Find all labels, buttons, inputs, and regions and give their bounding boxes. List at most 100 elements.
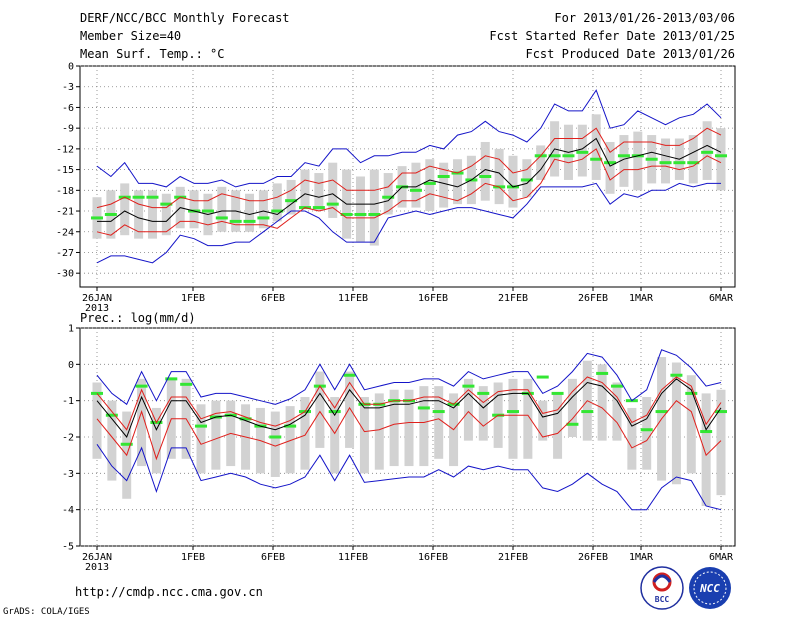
year-label: 2013 (85, 562, 109, 573)
spread-box (523, 378, 533, 459)
spread-box (258, 190, 268, 229)
y-tick-label: -24 (56, 227, 74, 238)
climatology-marker (120, 442, 133, 446)
figure-title: DERF/NCC/BCC Monthly Forecast (80, 11, 290, 25)
climatology-marker (715, 410, 727, 414)
spread-box (330, 397, 340, 474)
spread-box (359, 397, 369, 474)
climatology-marker (596, 371, 609, 375)
climatology-marker (354, 212, 367, 216)
y-tick-label: 1 (68, 324, 74, 335)
x-tick-label: 26JAN (82, 552, 112, 563)
spread-box (605, 141, 615, 194)
climatology-marker (105, 413, 118, 417)
y-tick-label: -21 (56, 207, 74, 218)
climatology-marker (257, 216, 270, 220)
upper-inner-line (96, 376, 722, 431)
spread-box (419, 386, 429, 467)
ensemble-mean-line (97, 137, 722, 222)
climatology-marker (576, 150, 589, 154)
climatology-marker (715, 154, 727, 158)
x-tick-label: 6FEB (261, 293, 285, 304)
climatology-marker (611, 384, 623, 388)
spread-box (591, 114, 601, 180)
spread-box (494, 148, 504, 205)
spread-box (314, 173, 324, 212)
y-tick-label: -27 (56, 248, 74, 259)
member-size: Member Size=40 (80, 29, 181, 43)
climatology-marker (462, 384, 475, 388)
y-tick-label: -30 (56, 269, 74, 280)
spread-box (151, 407, 161, 474)
spread-box (285, 406, 295, 474)
climatology-marker (368, 212, 381, 216)
y-tick-label: -1 (62, 396, 74, 407)
climatology-marker (160, 202, 173, 206)
x-tick-label: 1FEB (181, 552, 205, 563)
bcc-logo-ring (640, 566, 684, 610)
climatology-marker (180, 382, 193, 386)
spread-box (369, 169, 379, 246)
spread-box (627, 407, 637, 470)
spread-box (300, 397, 310, 470)
climatology-marker (700, 430, 713, 434)
climatology-marker (548, 154, 561, 158)
upper-outer-line (96, 349, 722, 406)
climatology-marker (409, 188, 422, 192)
forecast-produced: Fcst Produced Date 2013/01/26 (525, 47, 735, 61)
spread-box (328, 162, 338, 218)
y-tick-label: 0 (68, 62, 74, 73)
y-tick-label: -5 (62, 542, 74, 553)
spread-box (245, 193, 255, 232)
climatology-marker (132, 195, 145, 199)
climatology-marker (417, 406, 430, 410)
spread-box (137, 378, 147, 467)
climatology-marker (581, 410, 594, 414)
upper-outer-line (96, 89, 722, 188)
climatology-marker (271, 209, 284, 213)
bcc-logo: BCC (640, 566, 684, 610)
spread-box (383, 173, 393, 215)
spread-box (463, 378, 473, 441)
climatology-marker (284, 424, 297, 428)
climatology-marker (520, 178, 533, 182)
footer-url[interactable]: http://cmdp.ncc.cma.gov.cn (75, 585, 263, 599)
spread-box (671, 362, 681, 485)
temp-panel-title: Mean Surf. Temp.: °C (80, 47, 225, 61)
climatology-marker (701, 150, 714, 154)
climatology-marker (670, 373, 683, 377)
ensemble-mean-line (96, 378, 722, 438)
spread-box (120, 183, 130, 236)
y-tick-label: -2 (62, 433, 74, 444)
spread-box (612, 382, 622, 441)
spread-box (716, 128, 726, 191)
spread-box (480, 141, 490, 201)
ncc-logo: NCC (689, 567, 731, 609)
ncc-logo-disc (689, 567, 731, 609)
spread-box (597, 364, 607, 441)
climatology-marker (201, 209, 214, 213)
x-tick-label: 1FEB (181, 293, 205, 304)
climatology-marker (229, 219, 242, 223)
spread-box (315, 371, 325, 448)
x-tick-label: 6MAR (709, 552, 734, 563)
climatology-marker (590, 157, 603, 161)
spread-box (211, 400, 221, 470)
climatology-marker (551, 391, 564, 395)
climatology-marker (673, 161, 686, 165)
spread-box (619, 135, 629, 187)
spread-box (688, 135, 698, 184)
y-tick-label: -9 (62, 124, 74, 135)
climatology-marker (215, 216, 228, 220)
y-tick-label: -18 (56, 186, 74, 197)
x-tick-label: 1MAR (629, 552, 654, 563)
spread-box (345, 371, 355, 448)
climatology-marker (432, 410, 445, 414)
y-tick-label: -3 (62, 82, 74, 93)
bcc-logo-arc (652, 574, 672, 583)
climatology-marker (507, 410, 519, 414)
spread-box (538, 400, 548, 441)
climatology-marker (243, 219, 256, 223)
climatology-marker (562, 154, 575, 158)
climatology-marker (617, 154, 630, 158)
